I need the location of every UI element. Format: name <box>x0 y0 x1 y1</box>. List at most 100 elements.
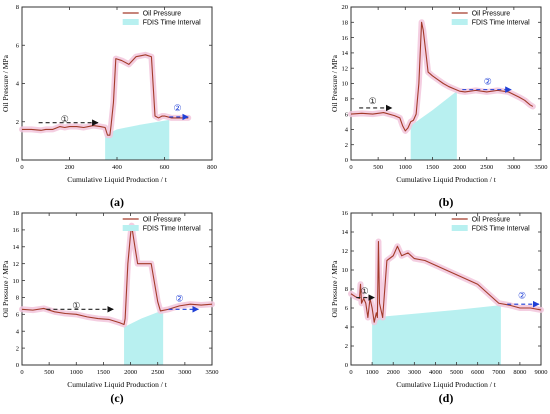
panel-caption: (d) <box>439 391 454 405</box>
legend-label: FDIS Time Interval <box>472 226 530 233</box>
y-tick-label: 16 <box>342 210 349 217</box>
fdis-interval-area <box>372 305 501 365</box>
x-tick-label: 2000 <box>124 369 137 376</box>
x-tick-label: 0 <box>349 164 352 171</box>
y-tick-label: 6 <box>345 111 349 118</box>
chart-panel: 0 500 1000 1500 2000 2500 3000 3500 0 2 4 6 8 10 12 14 1… <box>1 210 219 405</box>
y-axis-label: Oil Pressure / MPa <box>330 54 339 112</box>
legend-label: FDIS Time Interval <box>143 226 201 233</box>
y-tick-label: 16 <box>342 35 349 42</box>
chart-panel: 0 1000 2000 3000 4000 5000 6000 7000 8000 9000 0 2 4… <box>330 210 548 405</box>
x-tick-label: 7000 <box>492 369 505 376</box>
y-tick-label: 4 <box>16 328 20 335</box>
legend-swatch-area <box>122 19 139 25</box>
x-tick-label: 500 <box>373 164 383 171</box>
x-tick-label: 6000 <box>471 369 484 376</box>
y-tick-label: 6 <box>16 312 20 319</box>
y-tick-label: 0 <box>16 157 19 164</box>
x-tick-label: 8000 <box>513 369 526 376</box>
x-tick-label: 3000 <box>178 369 191 376</box>
y-tick-label: 8 <box>16 295 19 302</box>
x-tick-label: 1000 <box>70 369 83 376</box>
y-tick-label: 8 <box>16 4 19 11</box>
x-tick-label: 9000 <box>535 369 548 376</box>
y-tick-label: 12 <box>342 65 349 72</box>
stage-label: ① <box>369 96 377 106</box>
y-tick-label: 4 <box>345 127 349 134</box>
y-tick-label: 4 <box>16 81 20 88</box>
oil-pressure-line <box>350 21 534 132</box>
x-tick-label: 5000 <box>450 369 463 376</box>
y-tick-label: 18 <box>342 20 349 27</box>
y-axis-label: Oil Pressure / MPa <box>330 260 339 318</box>
legend-swatch-area <box>122 225 139 231</box>
x-tick-label: 1500 <box>97 369 110 376</box>
y-tick-label: 14 <box>342 50 349 57</box>
panel-caption: (c) <box>110 391 123 405</box>
y-tick-label: 10 <box>13 278 20 285</box>
x-tick-label: 4000 <box>429 369 442 376</box>
x-tick-label: 3500 <box>206 369 219 376</box>
y-tick-label: 20 <box>342 4 349 11</box>
x-tick-label: 1000 <box>366 369 379 376</box>
legend-label: Oil Pressure <box>472 11 511 18</box>
plot-frame <box>21 212 213 366</box>
fdis-interval-area <box>105 119 170 160</box>
x-tick-label: 500 <box>44 369 54 376</box>
legend-swatch-area <box>451 225 468 231</box>
y-tick-label: 0 <box>345 157 348 164</box>
stage-label: ① <box>61 114 69 124</box>
y-axis-label: Oil Pressure / MPa <box>1 260 10 318</box>
x-tick-label: 2000 <box>387 369 400 376</box>
y-tick-label: 10 <box>342 267 349 274</box>
y-tick-label: 2 <box>16 345 19 352</box>
legend-swatch-area <box>451 19 468 25</box>
stage-label: ② <box>175 294 183 304</box>
x-tick-label: 1000 <box>399 164 412 171</box>
y-tick-label: 6 <box>16 42 20 49</box>
panel-caption: (a) <box>110 195 124 209</box>
oil-pressure-line <box>22 54 189 136</box>
x-tick-label: 600 <box>160 164 170 171</box>
oil-pressure-line <box>350 240 542 323</box>
y-tick-label: 14 <box>13 244 20 251</box>
x-axis-label: Cumulative Liquid Production / t <box>396 380 496 389</box>
legend-label: FDIS Time Interval <box>472 20 530 27</box>
y-tick-label: 0 <box>345 362 348 369</box>
y-axis-label: Oil Pressure / MPa <box>1 54 10 112</box>
x-tick-label: 0 <box>20 164 23 171</box>
legend-label: FDIS Time Interval <box>143 20 201 27</box>
y-tick-label: 12 <box>342 248 349 255</box>
y-tick-label: 14 <box>342 229 349 236</box>
legend: Oil Pressure FDIS Time Interval <box>122 217 201 233</box>
x-tick-label: 800 <box>207 164 217 171</box>
stage-label: ① <box>361 286 369 296</box>
legend: Oil Pressure FDIS Time Interval <box>451 11 530 27</box>
y-tick-label: 18 <box>13 210 20 217</box>
y-tick-label: 10 <box>342 81 349 88</box>
x-axis-label: Cumulative Liquid Production / t <box>67 380 167 389</box>
legend-label: Oil Pressure <box>143 217 182 224</box>
legend-label: Oil Pressure <box>143 11 182 18</box>
y-tick-label: 6 <box>345 305 349 312</box>
x-tick-label: 0 <box>349 369 352 376</box>
x-tick-label: 1500 <box>426 164 439 171</box>
stage-label: ② <box>174 103 182 113</box>
x-tick-label: 2500 <box>480 164 493 171</box>
legend-label: Oil Pressure <box>472 217 511 224</box>
y-tick-label: 2 <box>345 343 348 350</box>
oil-pressure-line <box>21 225 213 326</box>
x-tick-label: 3500 <box>535 164 548 171</box>
y-tick-label: 2 <box>16 119 19 126</box>
panel-caption: (b) <box>439 195 454 209</box>
x-tick-label: 3000 <box>408 369 421 376</box>
y-tick-label: 2 <box>345 142 348 149</box>
x-tick-label: 3000 <box>507 164 520 171</box>
x-tick-label: 400 <box>112 164 122 171</box>
x-axis-label: Cumulative Liquid Production / t <box>396 175 496 184</box>
chart-panel: 0 200 400 600 800 0 2 4 6 8 ① ② Oil Pressure FDIS Tim… <box>1 4 217 209</box>
legend: Oil Pressure FDIS Time Interval <box>451 217 530 233</box>
x-tick-label: 0 <box>20 369 23 376</box>
legend: Oil Pressure FDIS Time Interval <box>122 11 201 27</box>
